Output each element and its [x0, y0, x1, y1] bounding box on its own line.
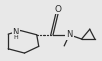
Text: N: N — [13, 28, 19, 37]
Text: O: O — [55, 5, 62, 14]
Text: N: N — [66, 30, 73, 39]
Text: H: H — [13, 35, 18, 40]
